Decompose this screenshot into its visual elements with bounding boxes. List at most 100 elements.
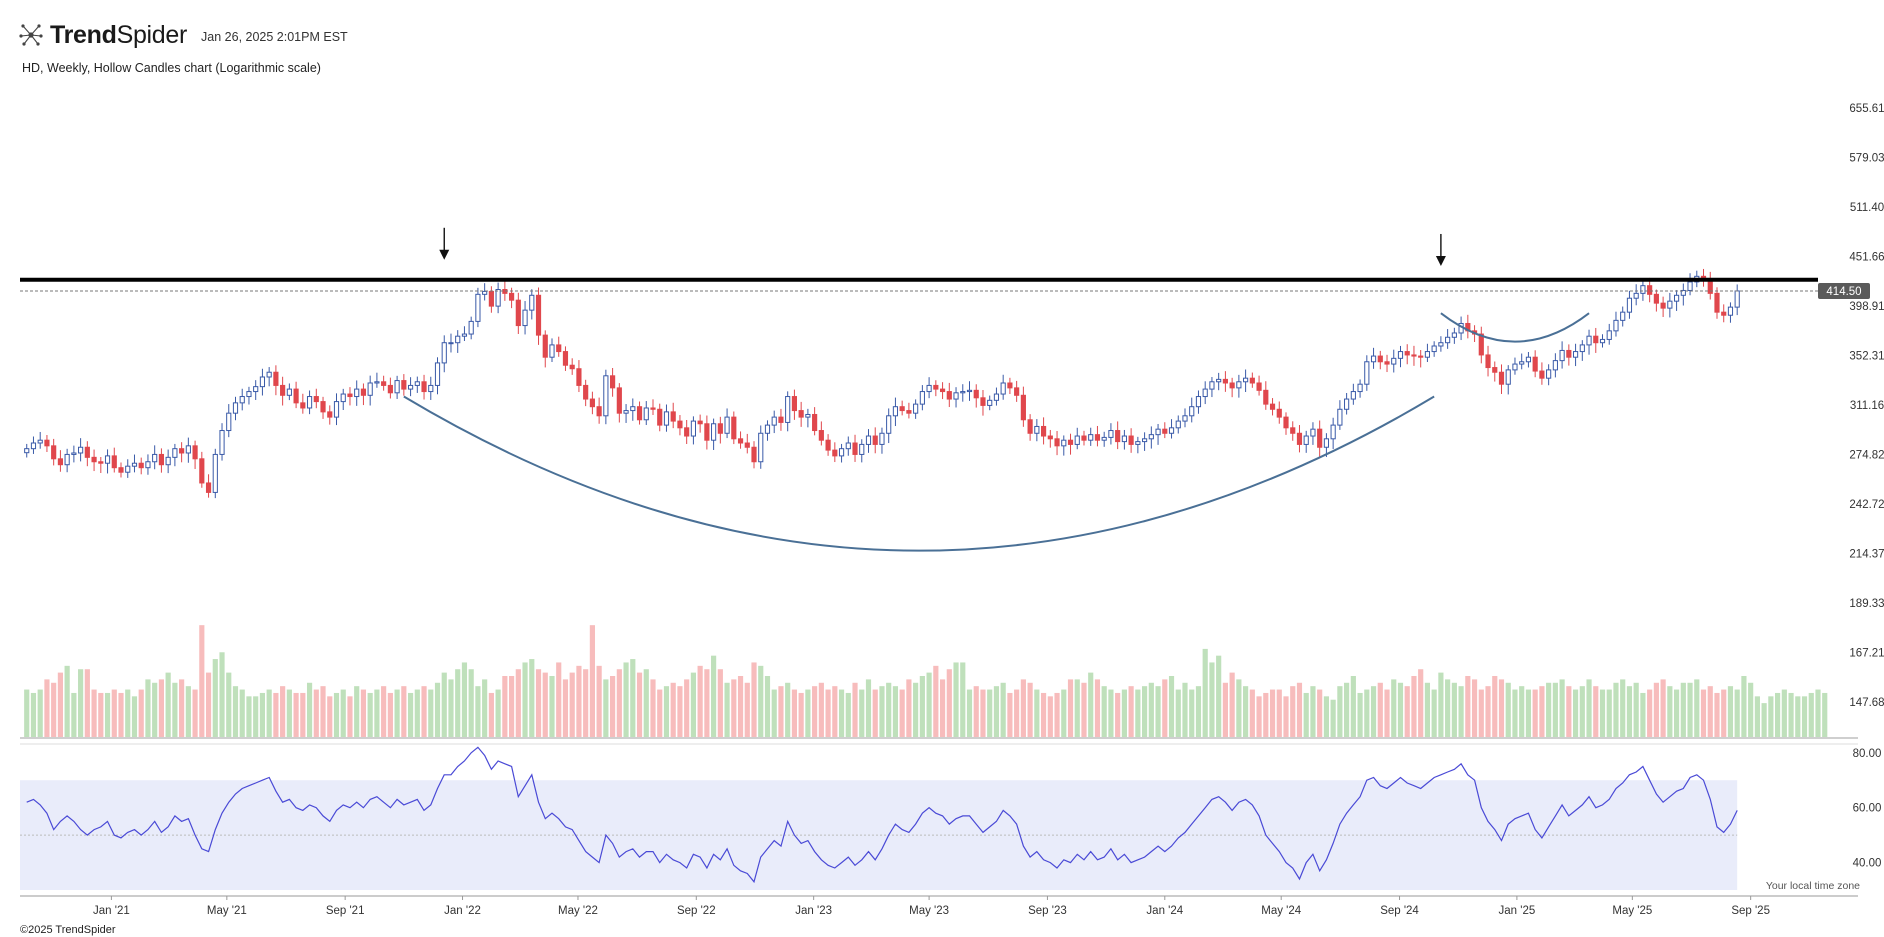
candle-body — [1094, 434, 1101, 441]
candle-body — [1438, 342, 1444, 347]
candle — [1135, 436, 1141, 454]
volume-bar — [1424, 682, 1431, 737]
candle — [1384, 354, 1390, 373]
candle — [892, 397, 899, 427]
volume-bar — [1337, 686, 1343, 737]
volume-bar — [623, 662, 629, 737]
candle-body — [1283, 416, 1289, 429]
volume-bar — [1067, 679, 1074, 737]
volume-bar — [421, 686, 427, 737]
candle — [495, 282, 501, 314]
candle — [266, 367, 272, 387]
candle-body — [1370, 355, 1377, 363]
candle-body — [764, 424, 771, 434]
candle-body — [556, 344, 562, 353]
candle-body — [118, 467, 124, 473]
volume-bar — [253, 696, 259, 737]
candle-body — [825, 439, 831, 451]
candle-body — [892, 406, 899, 417]
candle — [1330, 417, 1336, 450]
volume-bar — [502, 676, 508, 737]
volume-bar — [771, 689, 777, 737]
candle-body — [610, 375, 616, 389]
candle — [1404, 344, 1410, 365]
candle-body — [199, 458, 205, 484]
candle-body — [549, 344, 555, 358]
volume-bar — [616, 669, 622, 737]
candle-body — [495, 289, 501, 307]
volume-bar — [1613, 682, 1619, 737]
candle — [104, 449, 111, 474]
candle-body — [475, 293, 481, 322]
candle — [152, 445, 158, 470]
volume-bar — [1202, 648, 1208, 737]
volume-bar — [1377, 682, 1383, 737]
candle-body — [1128, 435, 1134, 445]
candle-body — [1101, 436, 1107, 441]
volume-bar — [892, 686, 899, 737]
candle — [583, 379, 589, 407]
candle — [933, 380, 939, 397]
candle-body — [704, 423, 710, 441]
volume-bar — [448, 679, 454, 737]
candle — [818, 421, 824, 446]
volume-bar — [670, 682, 676, 737]
volume-bar — [1397, 682, 1404, 737]
candle-body — [1222, 378, 1228, 384]
volume-bar — [1108, 689, 1114, 737]
volume-bar — [865, 679, 872, 737]
volume-bar — [407, 692, 414, 737]
candle-body — [1014, 387, 1020, 396]
volume-bar — [1465, 676, 1471, 737]
candle-body — [960, 391, 966, 394]
volume-bar — [1586, 679, 1592, 737]
candle — [441, 335, 447, 373]
candle — [1512, 357, 1518, 375]
candle-body — [91, 456, 97, 463]
candle-body — [246, 391, 252, 398]
candle-body — [1539, 370, 1545, 379]
volume-bar — [1647, 689, 1653, 737]
candle-body — [1310, 428, 1316, 437]
volume-bar — [192, 689, 198, 737]
volume-bar — [280, 686, 286, 737]
candle — [946, 382, 952, 408]
x-tick-label: Sep '22 — [677, 905, 716, 917]
volume-bar — [764, 676, 771, 737]
copyright: ©2025 TrendSpider — [20, 924, 116, 936]
candle — [212, 448, 218, 499]
candle-body — [589, 398, 595, 408]
candle — [1620, 306, 1626, 327]
candle — [434, 357, 441, 395]
candle — [731, 411, 737, 445]
candle-body — [1290, 427, 1296, 434]
candle-body — [737, 438, 744, 444]
candle-body — [78, 446, 84, 454]
volume-bar — [906, 679, 912, 737]
y-tick-label: 214.37 — [1849, 549, 1884, 561]
candle-body — [441, 342, 447, 364]
volume-bar — [946, 669, 952, 737]
candle-body — [1384, 361, 1390, 365]
volume-bar — [1168, 676, 1175, 737]
chart-timestamp: Jan 26, 2025 2:01PM EST — [201, 30, 348, 44]
brand-name: TrendSpider — [50, 21, 187, 50]
candle-body — [131, 462, 138, 467]
header: TrendSpider Jan 26, 2025 2:01PM EST — [18, 20, 348, 50]
candle-body — [1546, 369, 1552, 379]
volume-bar — [232, 686, 239, 737]
candle — [798, 401, 804, 427]
candle-body — [1411, 354, 1417, 357]
volume-bar — [690, 672, 696, 737]
candle-body — [1108, 430, 1114, 438]
candle-body — [1404, 351, 1410, 356]
candle — [111, 447, 117, 473]
volume-bar — [778, 686, 784, 737]
candle — [1552, 353, 1558, 378]
candle — [973, 384, 979, 408]
candle-body — [771, 416, 777, 426]
candle-body — [1074, 435, 1080, 445]
volume-bar — [172, 682, 178, 737]
candle — [1721, 304, 1727, 323]
